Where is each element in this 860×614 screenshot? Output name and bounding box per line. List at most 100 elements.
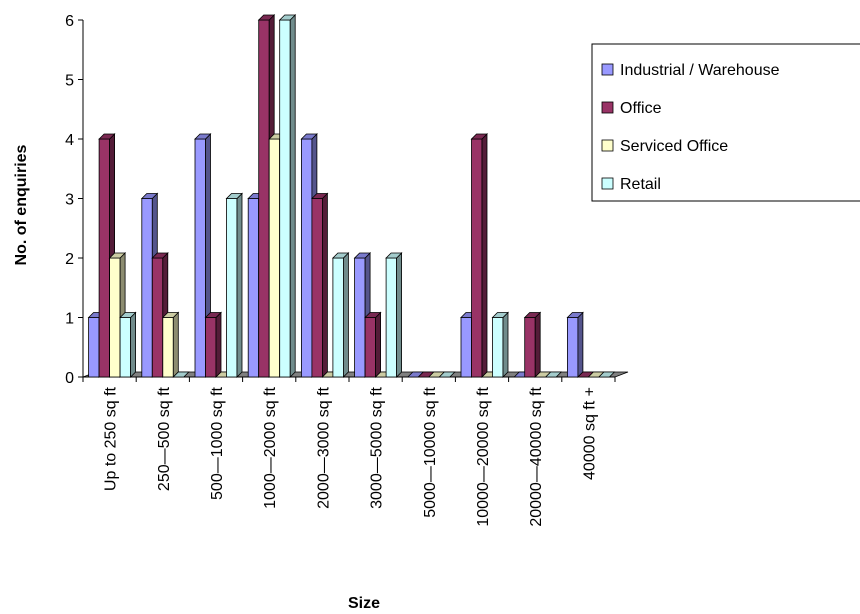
bar-top xyxy=(257,14,276,21)
bar-side xyxy=(577,311,584,378)
bar-front xyxy=(141,198,153,378)
bar-front xyxy=(567,317,579,378)
bar xyxy=(310,192,329,378)
bar-top xyxy=(491,312,509,318)
bar xyxy=(438,371,456,378)
y-tick-label: 6 xyxy=(65,13,74,30)
legend-label: Retail xyxy=(620,176,661,193)
bar-zero xyxy=(597,371,616,378)
bar-side xyxy=(172,311,179,378)
bar-front xyxy=(88,317,100,378)
bar-top xyxy=(98,133,116,140)
legend-swatch xyxy=(601,177,614,190)
bar-side xyxy=(236,192,243,378)
bar-top xyxy=(194,133,212,140)
bar-front xyxy=(98,138,110,378)
y-tick-label: 5 xyxy=(65,73,74,90)
bar-side xyxy=(375,311,382,378)
bar-front xyxy=(247,198,260,378)
legend-box xyxy=(591,43,860,202)
legend-item: Serviced Office xyxy=(601,138,728,155)
bar-side xyxy=(321,192,328,378)
y-axis-title: No. of enquiries xyxy=(13,144,30,265)
bar xyxy=(161,311,180,378)
bar-front xyxy=(162,317,174,378)
y-tick-label: 0 xyxy=(65,370,74,387)
bar-front xyxy=(258,19,270,378)
x-tick-label: 10000—20000 sq ft xyxy=(475,386,492,526)
bar-side xyxy=(534,311,541,378)
bar-front xyxy=(311,198,323,378)
bar-top xyxy=(364,312,382,318)
bar xyxy=(225,192,243,378)
bar-top xyxy=(300,133,318,140)
x-axis-title: Size xyxy=(348,595,380,612)
x-tick-label: 3000—5000 sq ft xyxy=(369,386,386,508)
y-tick-label: 2 xyxy=(65,251,74,268)
bar-front xyxy=(151,257,164,378)
bar-side xyxy=(215,311,222,378)
bar-top xyxy=(161,312,180,318)
y-tick-label: 1 xyxy=(65,311,74,328)
y-tick-label: 3 xyxy=(65,192,74,209)
bars xyxy=(87,14,616,378)
bar-top xyxy=(278,14,297,21)
bar-front xyxy=(354,257,366,378)
legend-item: Retail xyxy=(601,176,661,193)
x-tick-label: 2000—3000 sq ft xyxy=(315,386,332,508)
bar-top xyxy=(225,193,243,199)
bar-front xyxy=(268,138,281,378)
x-tick-label: 500—1000 sq ft xyxy=(209,386,226,500)
x-tick-label: 5000—10000 sq ft xyxy=(422,386,439,517)
bar-front xyxy=(492,317,504,378)
bar-front xyxy=(226,198,238,378)
bar-top xyxy=(140,193,159,199)
bar-front xyxy=(194,138,206,378)
legend-items: Industrial / Warehouse Office Serviced Off… xyxy=(601,62,780,193)
legend-swatch xyxy=(601,139,614,152)
bar-top xyxy=(151,252,169,259)
x-tick-label: 40000 sq ft + xyxy=(581,387,598,480)
x-tick-label: 250—500 sq ft xyxy=(156,386,173,491)
legend-label: Serviced Office xyxy=(620,138,728,155)
x-tick-label: 1000—2000 sq ft xyxy=(262,386,279,508)
bar-front xyxy=(460,317,472,378)
legend-item: Office xyxy=(601,100,662,117)
legend: Industrial / Warehouse Office Serviced Off… xyxy=(591,43,860,202)
bar-front xyxy=(119,317,131,378)
bar-top xyxy=(108,252,127,259)
bar-zero xyxy=(544,371,563,378)
bar-side xyxy=(396,252,403,378)
bar-zero xyxy=(172,371,190,378)
bar xyxy=(119,311,137,378)
bar-front xyxy=(300,138,313,378)
y-tick-labels: 0 1 2 3 4 5 6 xyxy=(65,13,74,387)
bar xyxy=(566,311,584,378)
legend-item: Industrial / Warehouse xyxy=(601,62,780,79)
y-tick-label: 4 xyxy=(65,132,74,149)
bar-top xyxy=(385,252,403,259)
legend-label: Industrial / Warehouse xyxy=(620,62,780,79)
bar-side xyxy=(502,311,509,378)
bar-front xyxy=(471,138,483,378)
bar-top xyxy=(470,133,488,140)
bar xyxy=(172,371,190,378)
bar xyxy=(278,14,297,378)
bar-front xyxy=(279,19,291,378)
bar-front xyxy=(109,257,121,378)
bar-top xyxy=(310,193,329,199)
bar xyxy=(491,311,509,378)
bar xyxy=(204,311,222,378)
x-tick-labels: Up to 250 sq ft 250—500 sq ft 500—1000 sq … xyxy=(103,386,599,526)
x-tick-label: Up to 250 sq ft xyxy=(103,386,120,491)
x-tick-label: 20000—40000 sq ft xyxy=(528,386,545,526)
bar-front xyxy=(332,257,344,378)
bar-top xyxy=(331,252,350,259)
bar-top xyxy=(119,312,137,318)
bar-side xyxy=(130,311,137,378)
bar xyxy=(331,252,350,378)
legend-label: Office xyxy=(620,100,662,117)
bar xyxy=(597,371,616,378)
